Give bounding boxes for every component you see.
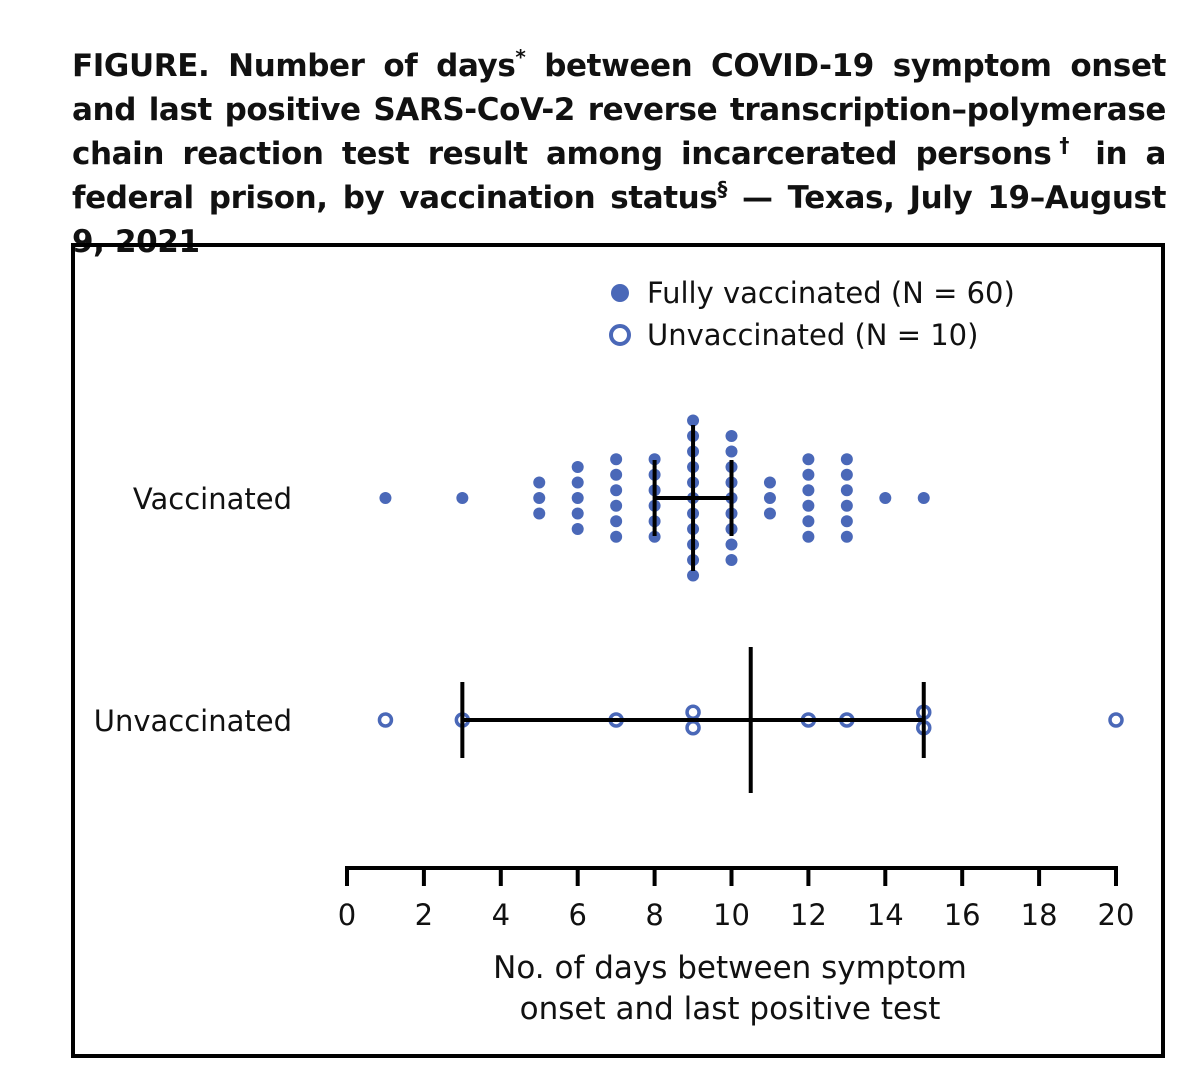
legend-label: Fully vaccinated (N = 60) xyxy=(647,276,1015,310)
vaccinated-point xyxy=(610,484,623,497)
x-tick-label: 10 xyxy=(713,898,750,932)
vaccinated-point xyxy=(725,430,738,442)
x-tick-label: 20 xyxy=(1098,898,1135,932)
vaccinated-point xyxy=(610,515,623,528)
chart-frame xyxy=(71,243,1165,1058)
unvaccinated-point xyxy=(1108,712,1124,728)
unvaccinated-point xyxy=(685,720,701,736)
vaccinated-point xyxy=(763,507,776,520)
x-tick-label: 4 xyxy=(492,898,510,932)
vaccinated-point xyxy=(802,453,815,466)
title-footnote-section: § xyxy=(717,177,728,201)
category-label-unvaccinated: Unvaccinated xyxy=(94,704,292,738)
vaccinated-point xyxy=(840,468,853,481)
vaccinated-point xyxy=(802,484,815,497)
x-axis-title: No. of days between symptom xyxy=(493,950,967,986)
title-footnote-dagger: † xyxy=(1051,133,1077,157)
vaccinated-point xyxy=(687,414,700,427)
x-tick-label: 6 xyxy=(568,898,586,932)
figure-title: FIGURE. Number of days* between COVID-19… xyxy=(72,44,1166,264)
vaccinated-point xyxy=(840,515,853,528)
vaccinated-point xyxy=(687,569,700,582)
vaccinated-point xyxy=(648,453,661,466)
vaccinated-point xyxy=(571,492,584,504)
vaccinated-point xyxy=(879,492,892,504)
x-axis-title: onset and last positive test xyxy=(520,991,941,1027)
title-footnote-asterisk: * xyxy=(515,45,526,69)
vaccinated-point xyxy=(725,554,738,566)
vaccinated-point xyxy=(610,530,623,543)
vaccinated-point xyxy=(533,476,546,489)
vaccinated-point xyxy=(610,499,623,512)
category-labels: Vaccinated Unvaccinated xyxy=(94,482,292,738)
x-tick-label: 12 xyxy=(790,898,827,932)
vaccinated-point xyxy=(571,523,584,535)
vaccinated-point xyxy=(840,530,853,543)
vaccinated-point xyxy=(379,492,392,504)
vaccinated-point xyxy=(763,476,776,489)
vaccinated-point xyxy=(840,484,853,497)
vaccinated-point xyxy=(571,476,584,489)
vaccinated-point xyxy=(533,492,546,504)
chart-legend: Fully vaccinated (N = 60) Unvaccinated (N… xyxy=(609,276,1015,352)
x-tick-label: 14 xyxy=(867,898,904,932)
legend-open-marker xyxy=(609,324,631,346)
vaccinated-point xyxy=(725,538,738,551)
vaccinated-point xyxy=(648,530,661,543)
x-tick-label: 18 xyxy=(1021,898,1058,932)
vaccinated-point xyxy=(610,468,623,481)
vaccinated-point xyxy=(763,492,776,504)
title-part-3: in a federal prison, by vaccination stat… xyxy=(72,136,1166,216)
x-tick-label: 8 xyxy=(645,898,663,932)
vaccinated-point xyxy=(840,499,853,512)
legend-label: Unvaccinated (N = 10) xyxy=(647,318,978,352)
vaccinated-point xyxy=(725,445,738,458)
vaccinated-point xyxy=(610,453,623,466)
x-tick-label: 2 xyxy=(415,898,433,932)
category-label-vaccinated: Vaccinated xyxy=(133,482,292,516)
x-tick-label: 0 xyxy=(338,898,356,932)
unvaccinated-point xyxy=(685,704,701,720)
vaccinated-point xyxy=(533,507,546,520)
vaccinated-point xyxy=(840,453,853,466)
median-iqr-markers xyxy=(460,425,926,793)
title-part-4: — Texas, July 19–August 9, 2021 xyxy=(72,180,1166,260)
vaccinated-point xyxy=(802,530,815,543)
title-part-2: between COVID-19 symptom onset and last … xyxy=(72,48,1166,172)
vaccinated-point xyxy=(802,499,815,512)
vaccinated-point xyxy=(917,492,930,504)
x-tick-label: 16 xyxy=(944,898,981,932)
legend-filled-marker xyxy=(611,284,629,302)
x-axis: 0 2 4 6 8 10 12 14 16 18 20 No. of days between sym… xyxy=(338,866,1135,1027)
vaccinated-point xyxy=(571,461,584,473)
unvaccinated-point xyxy=(377,712,394,728)
vaccinated-point xyxy=(571,507,584,520)
vaccinated-point xyxy=(802,515,815,528)
title-main: FIGURE. Number of days xyxy=(72,48,516,84)
vaccinated-point xyxy=(802,468,815,481)
vaccinated-point xyxy=(456,492,469,504)
